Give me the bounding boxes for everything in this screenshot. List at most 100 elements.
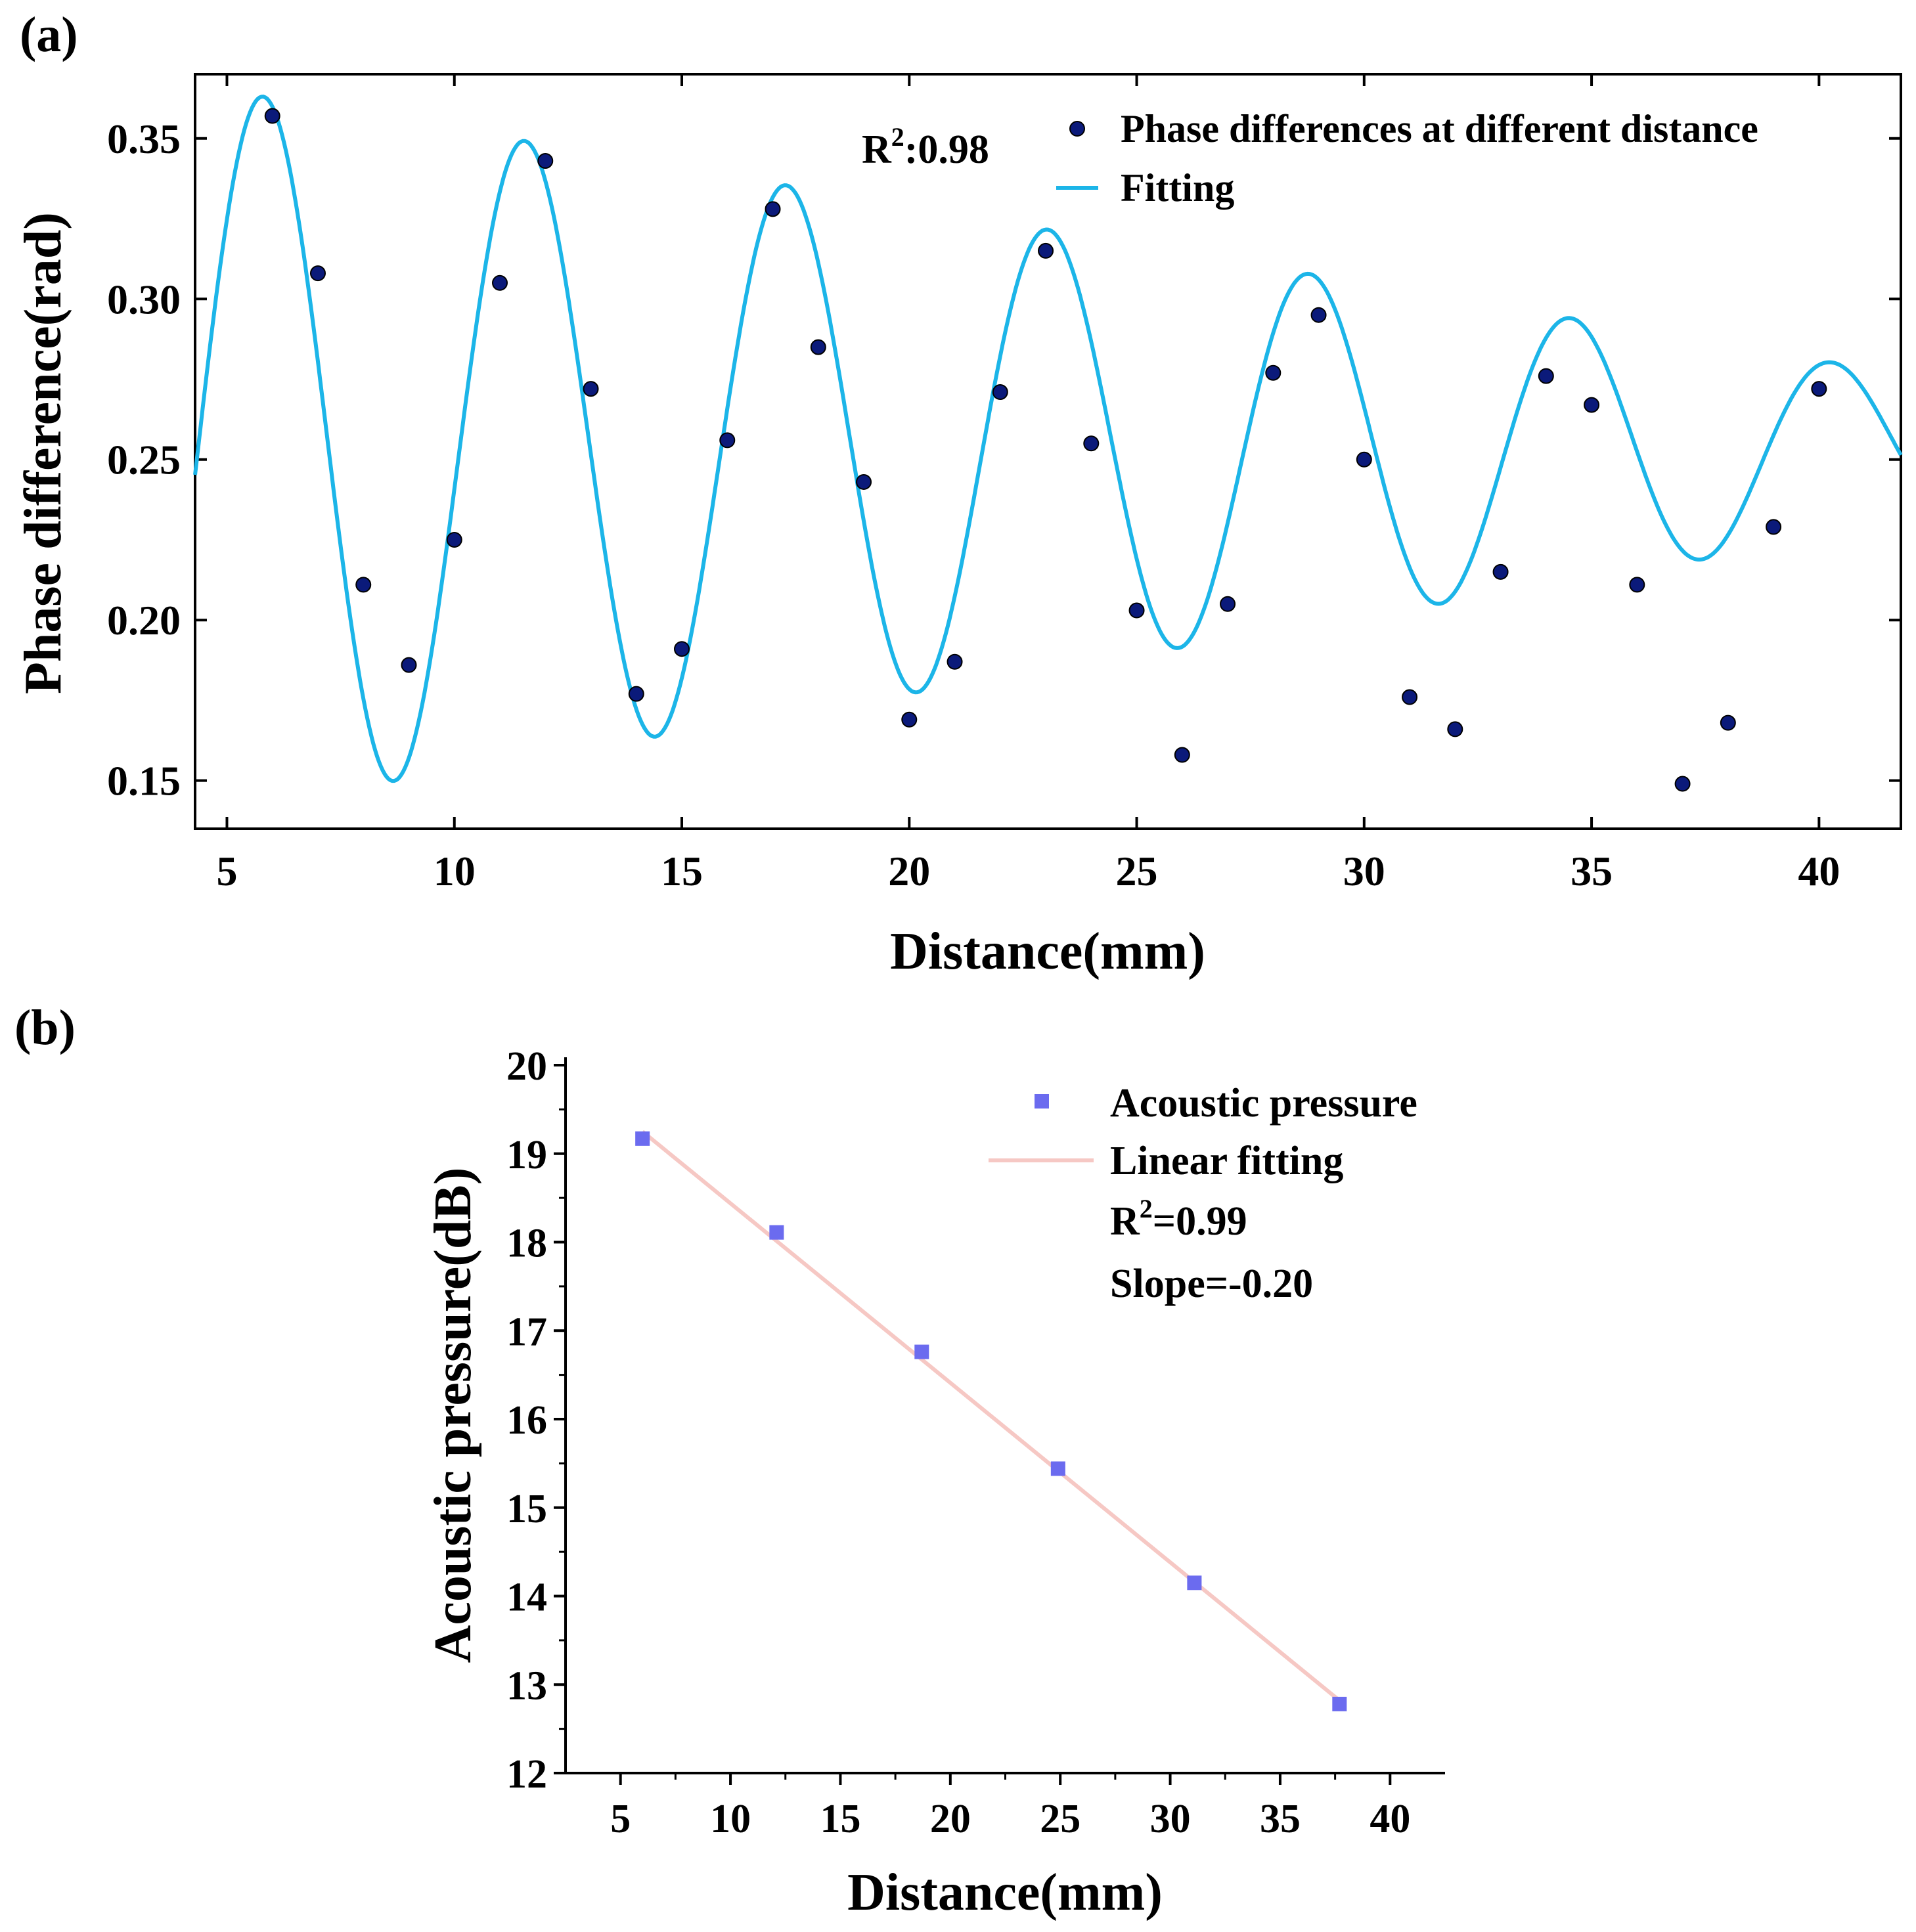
panel-b-x-tick-label: 5 (610, 1797, 631, 1841)
panel-b-legend-point-marker (1035, 1094, 1049, 1109)
panel-b-r2-prefix: R (1110, 1199, 1140, 1244)
panel-a-x-tick-label: 5 (216, 848, 237, 894)
panel-a-y-tick-label: 0.30 (107, 276, 181, 322)
panel-a-y-tick-label: 0.35 (107, 116, 181, 162)
panel-b-data-point (1332, 1696, 1347, 1711)
panel-a-phase-difference-chart: (a) 5 10 15 20 25 30 35 40 0.15 0.20 0.25 0.30 0.35… (14, 7, 1903, 980)
panel-a-y-tick-label: 0.25 (107, 437, 181, 483)
panel-a-r2-value: :0.98 (904, 127, 989, 172)
panel-a-data-point (1674, 776, 1691, 792)
panel-b-r2-value: =0.99 (1153, 1199, 1247, 1244)
panel-a-y-ticks: 0.15 0.20 0.25 0.30 0.35 (107, 116, 1901, 804)
panel-a-data-point (674, 641, 690, 657)
panel-a-label: (a) (20, 7, 78, 62)
panel-a-x-tick-label: 25 (1116, 848, 1158, 894)
panel-a-data-point (1174, 747, 1190, 763)
panel-a-x-tick-label: 20 (888, 848, 930, 894)
panel-b-data-points (635, 1131, 1347, 1711)
panel-a-data-point (1310, 307, 1327, 323)
panel-a-data-point (947, 653, 963, 670)
panel-a-y-tick-label: 0.15 (107, 758, 181, 804)
panel-a-x-axis-label: Distance(mm) (890, 923, 1205, 980)
panel-b-legend-slope: Slope=-0.20 (1110, 1262, 1313, 1306)
panel-a-fitting-curve (193, 95, 1903, 783)
panel-a-y-axis-label: Phase difference(rad) (14, 212, 72, 694)
panel-b-data-point (635, 1131, 650, 1146)
panel-a-data-point (355, 577, 372, 593)
panel-a-x-ticks: 5 10 15 20 25 30 35 40 (216, 74, 1840, 894)
panel-a-data-point (491, 274, 508, 291)
panel-b-y-tick-label: 19 (506, 1133, 547, 1177)
panel-a-data-point (1629, 577, 1645, 593)
panel-a-data-point (583, 381, 599, 397)
panel-a-data-point (1492, 563, 1509, 580)
panel-b-y-tick-label: 20 (506, 1044, 547, 1089)
panel-a-data-point (309, 265, 326, 282)
panel-a-legend-points-label: Phase differences at different distance (1121, 107, 1758, 150)
panel-a-data-point (628, 686, 644, 702)
panel-b-data-point (769, 1225, 784, 1240)
panel-a-legend-fitting-label: Fitting (1121, 166, 1234, 209)
panel-b-y-tick-label: 15 (506, 1487, 547, 1531)
panel-b-data-point (914, 1344, 929, 1359)
panel-a-data-point (446, 531, 462, 548)
panel-a-data-point (1265, 364, 1281, 381)
panel-b-data-point (1187, 1575, 1202, 1591)
panel-b-linear-fit-line (641, 1130, 1341, 1702)
panel-b-x-axis-label: Distance(mm) (847, 1864, 1163, 1921)
panel-b-x-tick-label: 20 (930, 1797, 971, 1841)
panel-b-r2-sup: 2 (1140, 1194, 1153, 1223)
panel-a-x-tick-label: 40 (1798, 848, 1840, 894)
panel-a-data-point (810, 339, 826, 355)
panel-a-x-tick-label: 10 (434, 848, 476, 894)
panel-a-data-point (901, 711, 918, 728)
panel-b-x-tick-label: 15 (820, 1797, 860, 1841)
panel-b-acoustic-pressure-chart: (b) 5 10 15 20 25 30 35 40 12 13 14 15 16 17 18 19 20 D… (14, 1000, 1445, 1921)
panel-b-x-tick-label: 40 (1370, 1797, 1410, 1841)
panel-b-x-tick-label: 35 (1260, 1797, 1301, 1841)
panel-b-y-tick-label: 14 (506, 1575, 547, 1620)
panel-a-legend: Phase differences at different distance … (1056, 107, 1758, 209)
panel-b-x-tick-label: 30 (1150, 1797, 1191, 1841)
panel-a-data-point (856, 473, 872, 490)
panel-a-data-point (1083, 435, 1100, 452)
panel-b-y-tick-label: 18 (506, 1221, 547, 1266)
panel-a-data-points (264, 108, 1827, 792)
panel-a-r2-annotation: R2:0.98 (862, 122, 989, 172)
panel-b-label: (b) (14, 1000, 76, 1055)
panel-a-data-point (1402, 689, 1418, 705)
panel-b-legend: Acoustic pressure Linear fitting R2=0.99… (989, 1081, 1417, 1306)
panel-b-y-axis-label: Acoustic pressure(dB) (424, 1168, 482, 1663)
panel-a-data-point (1766, 519, 1782, 535)
panel-a-data-point (719, 432, 736, 449)
panel-b-y-ticks: 12 13 14 15 16 17 18 19 20 (506, 1044, 566, 1797)
panel-a-r2-prefix: R (862, 127, 892, 172)
panel-a-data-point (537, 153, 554, 169)
panel-a-data-point (992, 384, 1008, 401)
panel-b-y-tick-label: 17 (506, 1309, 547, 1354)
panel-b-y-tick-label: 13 (506, 1663, 547, 1708)
panel-a-data-point (1038, 242, 1054, 259)
panel-b-y-tick-label: 12 (506, 1752, 547, 1797)
panel-a-data-point (1447, 721, 1463, 737)
panel-a-x-tick-label: 35 (1571, 848, 1613, 894)
panel-b-legend-points-label: Acoustic pressure (1110, 1081, 1417, 1126)
panel-b-data-point (1050, 1461, 1065, 1476)
panel-a-plot-frame (194, 73, 1902, 830)
panel-b-y-tick-label: 16 (506, 1398, 547, 1443)
panel-b-legend-r2: R2=0.99 (1110, 1194, 1247, 1244)
panel-a-data-point (1720, 714, 1736, 731)
panel-a-data-point (1128, 602, 1145, 619)
panel-b-x-tick-label: 10 (710, 1797, 751, 1841)
panel-a-r2-sup: 2 (891, 122, 904, 152)
panel-a-data-point (1220, 596, 1236, 612)
panel-a-data-point (401, 657, 417, 673)
panel-b-x-ticks: 5 10 15 20 25 30 35 40 (610, 1773, 1410, 1841)
panel-a-y-tick-label: 0.20 (107, 597, 181, 644)
panel-a-data-point (765, 201, 781, 217)
panel-a-x-tick-label: 15 (661, 848, 703, 894)
panel-a-data-point (1584, 397, 1600, 413)
panel-a-legend-point-marker (1069, 121, 1085, 137)
panel-a-data-point (1356, 451, 1372, 468)
